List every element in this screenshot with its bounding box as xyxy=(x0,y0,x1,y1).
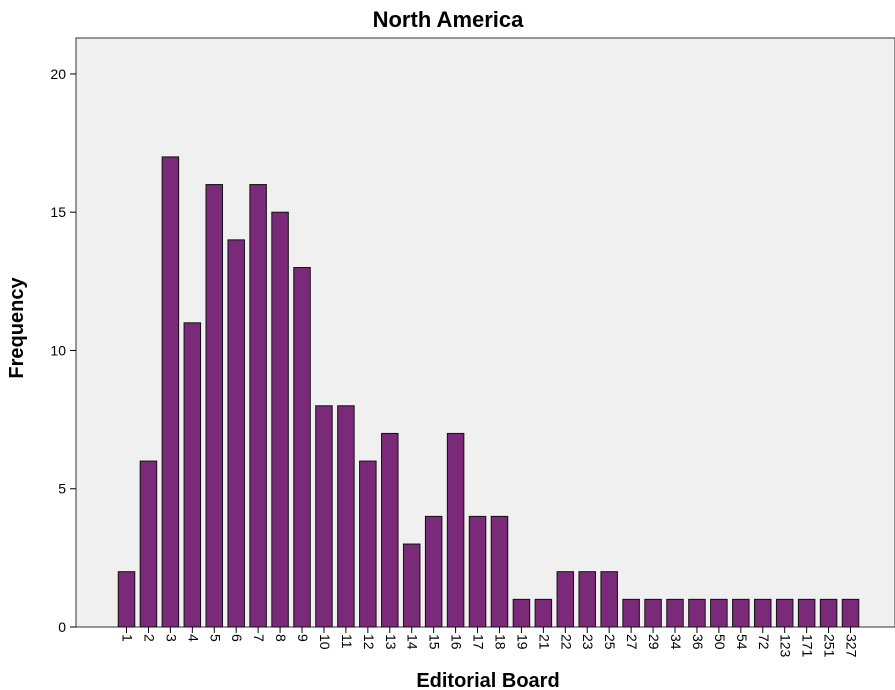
bar-10 xyxy=(315,405,333,628)
x-tick-label-4: 4 xyxy=(185,634,201,642)
x-tick-label-11: 11 xyxy=(339,634,355,649)
x-tick-label-6: 6 xyxy=(229,634,245,642)
bar-5 xyxy=(205,184,224,628)
x-tick-label-5: 5 xyxy=(207,634,223,642)
x-tick-label-19: 19 xyxy=(514,634,530,650)
chart-title: North America xyxy=(373,7,525,32)
bar-327 xyxy=(841,598,860,628)
x-tick-label-21: 21 xyxy=(536,634,552,650)
x-tick-label-54: 54 xyxy=(734,634,750,650)
x-tick-label-3: 3 xyxy=(163,634,179,642)
x-tick-label-36: 36 xyxy=(690,634,706,650)
bar-54 xyxy=(732,598,750,628)
bar-18 xyxy=(490,515,509,628)
bar-72 xyxy=(754,598,772,628)
bar-16 xyxy=(446,432,465,628)
x-tick-label-13: 13 xyxy=(383,634,399,650)
bar-2 xyxy=(139,460,158,628)
bar-9 xyxy=(293,267,311,628)
x-tick-label-2: 2 xyxy=(141,634,157,642)
x-tick-label-18: 18 xyxy=(492,634,508,650)
bar-27 xyxy=(622,598,640,628)
y-axis-title: Frequency xyxy=(6,277,28,379)
bar-3 xyxy=(161,156,180,628)
bar-25 xyxy=(600,571,618,628)
x-tick-label-17: 17 xyxy=(471,634,487,650)
bar-15 xyxy=(424,515,443,628)
y-tick-label-5: 5 xyxy=(58,481,66,497)
x-tick-label-8: 8 xyxy=(273,634,289,642)
bar-14 xyxy=(402,543,421,628)
bar-6 xyxy=(227,239,245,628)
x-tick-label-9: 9 xyxy=(295,634,311,642)
bar-11 xyxy=(337,405,355,628)
bar-23 xyxy=(578,571,596,628)
bar-50 xyxy=(710,598,728,628)
bar-251 xyxy=(819,598,838,628)
x-tick-label-327: 327 xyxy=(844,634,860,658)
bar-29 xyxy=(644,598,662,628)
y-tick-label-10: 10 xyxy=(50,342,66,358)
x-axis: 1 2 3 4 5 6 7 8 9 10 11 12 13 14 15 16 17 18 19 21 22 23 25 27 2… xyxy=(120,627,860,658)
x-tick-label-16: 16 xyxy=(449,634,465,650)
x-tick-label-50: 50 xyxy=(712,634,728,650)
y-tick-label-0: 0 xyxy=(58,619,66,635)
x-tick-label-14: 14 xyxy=(405,634,421,650)
bar-123 xyxy=(775,598,794,628)
x-tick-label-72: 72 xyxy=(756,634,772,650)
bars-group xyxy=(117,156,860,628)
x-tick-label-22: 22 xyxy=(558,634,574,650)
y-axis: 0 5 10 15 20 xyxy=(50,66,76,635)
bar-21 xyxy=(534,598,553,628)
x-tick-label-7: 7 xyxy=(251,634,267,642)
bar-34 xyxy=(666,598,684,628)
x-tick-label-171: 171 xyxy=(800,634,816,658)
bar-171 xyxy=(797,598,816,628)
x-tick-label-1: 1 xyxy=(120,634,136,642)
x-tick-label-123: 123 xyxy=(778,634,794,658)
x-axis-title: Editorial Board xyxy=(416,670,559,690)
x-tick-label-15: 15 xyxy=(427,634,443,650)
bar-22 xyxy=(556,571,575,628)
bar-7 xyxy=(249,184,267,628)
bar-12 xyxy=(359,460,377,628)
y-tick-label-20: 20 xyxy=(50,66,66,82)
bar-19 xyxy=(512,598,531,628)
bar-13 xyxy=(381,432,399,628)
x-tick-label-251: 251 xyxy=(822,634,838,658)
y-tick-label-15: 15 xyxy=(50,204,66,220)
x-tick-label-34: 34 xyxy=(668,634,684,650)
x-tick-label-29: 29 xyxy=(646,634,662,650)
bar-36 xyxy=(688,598,706,628)
bar-17 xyxy=(468,515,487,628)
x-tick-label-12: 12 xyxy=(361,634,377,650)
bar-1 xyxy=(117,571,136,628)
x-tick-label-10: 10 xyxy=(317,634,333,650)
x-tick-label-23: 23 xyxy=(580,634,596,650)
x-tick-label-27: 27 xyxy=(624,634,640,650)
bar-4 xyxy=(183,322,202,628)
x-tick-label-25: 25 xyxy=(602,634,618,650)
bar-8 xyxy=(271,211,289,628)
